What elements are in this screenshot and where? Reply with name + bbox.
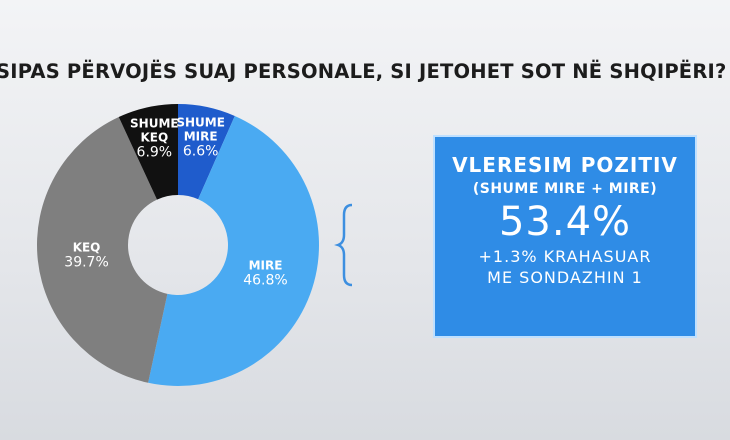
- slice-label: MIRE 46.8%: [239, 259, 291, 288]
- category-label: SHUME MIRE: [176, 115, 225, 144]
- annotation: ME SONDAZHIN 1: [487, 268, 643, 287]
- value-label: 39.7%: [64, 254, 109, 271]
- value-label: 6.9%: [136, 144, 173, 161]
- summary-box: VLERESIM POZITIV (SHUME MIRE + MIRE) 53.…: [433, 135, 697, 338]
- annotation: (SHUME MIRE + MIRE): [472, 181, 658, 197]
- value-label: 6.6%: [182, 143, 219, 160]
- pie-slice: [37, 117, 168, 383]
- slice-label: KEQ 39.7%: [61, 241, 113, 270]
- slice-label: SHUME KEQ 6.9%: [128, 116, 180, 159]
- category-label: MIRE: [248, 258, 283, 273]
- category-label: KEQ: [72, 240, 101, 255]
- pie-slice: [148, 115, 320, 387]
- value-label: 46.8%: [243, 272, 288, 289]
- slice-label: SHUME MIRE 6.6%: [175, 116, 227, 159]
- pie-slice: [178, 104, 235, 200]
- pie-slice: [118, 104, 178, 200]
- annotation: +1.3% KRAHASUAR: [478, 247, 652, 266]
- annotation: VLERESIM POZITIV: [452, 153, 678, 177]
- chart-title: SIPAS PËRVOJËS SUAJ PERSONALE, SI JETOHE…: [0, 60, 727, 83]
- brace: [334, 203, 353, 287]
- category-label: SHUME KEQ: [130, 116, 179, 145]
- annotation: 53.4%: [498, 199, 632, 245]
